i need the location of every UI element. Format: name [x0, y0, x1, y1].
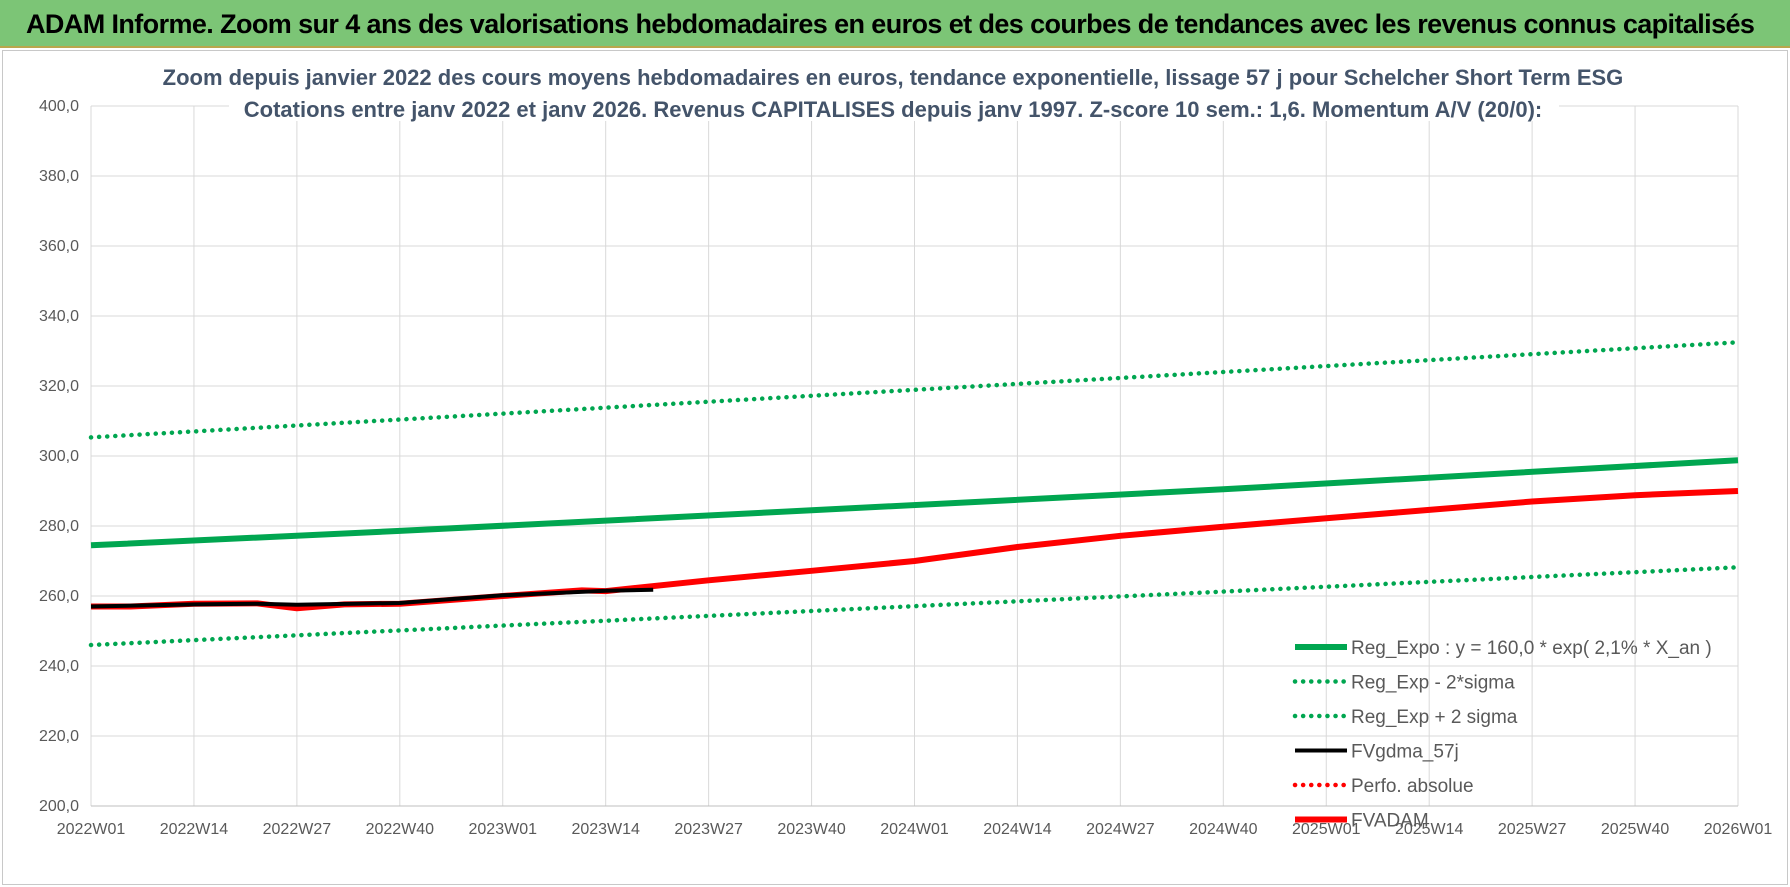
- y-tick-label: 220,0: [39, 728, 79, 745]
- series-lines: [88, 340, 1741, 648]
- x-tick-label: 2025W01: [1292, 821, 1361, 838]
- axis-ticks: 200,0 220,0 240,0 260,0 280,0 300,0 320,0 340,0…: [39, 98, 1772, 838]
- x-tick-label: 2022W40: [366, 821, 435, 838]
- chart-frame: 200,0 220,0 240,0 260,0 280,0 300,0 320,0 340,0…: [2, 50, 1788, 885]
- chart-title-line-2: Cotations entre janv 2022 et janv 2026. …: [244, 97, 1542, 122]
- x-tick-label: 2024W40: [1189, 821, 1258, 838]
- legend-label: Reg_Exp - 2*sigma: [1351, 673, 1515, 694]
- line-chart: 200,0 220,0 240,0 260,0 280,0 300,0 320,0 340,0…: [39, 57, 1772, 838]
- x-tick-label: 2023W01: [469, 821, 538, 838]
- y-tick-label: 400,0: [39, 98, 79, 115]
- y-tick-label: 360,0: [39, 238, 79, 255]
- series-line-1: [90, 457, 1739, 549]
- legend-label: Reg_Exp + 2 sigma: [1351, 707, 1518, 728]
- legend-label: Perfo. absolue: [1351, 776, 1474, 797]
- y-tick-label: 240,0: [39, 658, 79, 675]
- y-tick-label: 380,0: [39, 168, 79, 185]
- y-tick-label: 200,0: [39, 798, 79, 815]
- x-tick-label: 2024W27: [1086, 821, 1155, 838]
- x-tick-label: 2025W40: [1601, 821, 1670, 838]
- series-line-3: [88, 340, 1741, 440]
- x-tick-label: 2022W14: [160, 821, 229, 838]
- x-tick-label: 2024W01: [880, 821, 949, 838]
- y-tick-label: 320,0: [39, 378, 79, 395]
- x-tick-label: 2022W27: [263, 821, 332, 838]
- y-tick-label: 340,0: [39, 308, 79, 325]
- series-line-4: [90, 587, 654, 609]
- legend-label: Reg_Expo : y = 160,0 * exp( 2,1% * X_an …: [1351, 638, 1712, 659]
- gridlines: [90, 105, 1739, 807]
- x-tick-label: 2026W01: [1704, 821, 1773, 838]
- x-tick-label: 2023W14: [571, 821, 640, 838]
- y-tick-label: 300,0: [39, 448, 79, 465]
- legend-label: FVADAM: [1351, 811, 1429, 832]
- chart-title-line-1: Zoom depuis janvier 2022 des cours moyen…: [163, 65, 1624, 90]
- x-tick-label: 2025W27: [1498, 821, 1567, 838]
- legend-label: FVgdma_57j: [1351, 742, 1459, 763]
- report-banner: ADAM Informe. Zoom sur 4 ans des valoris…: [0, 0, 1790, 48]
- chart-title: Zoom depuis janvier 2022 des cours moyen…: [163, 57, 1624, 122]
- series-line-2: [88, 565, 1741, 648]
- y-tick-label: 260,0: [39, 588, 79, 605]
- x-tick-label: 2023W27: [674, 821, 743, 838]
- x-tick-label: 2022W01: [57, 821, 126, 838]
- x-tick-label: 2024W14: [983, 821, 1052, 838]
- x-tick-label: 2025W14: [1395, 821, 1464, 838]
- report-title: ADAM Informe. Zoom sur 4 ans des valoris…: [26, 9, 1755, 39]
- x-tick-label: 2023W40: [777, 821, 846, 838]
- y-tick-label: 280,0: [39, 518, 79, 535]
- legend: Reg_Expo : y = 160,0 * exp( 2,1% * X_an …: [1292, 638, 1712, 832]
